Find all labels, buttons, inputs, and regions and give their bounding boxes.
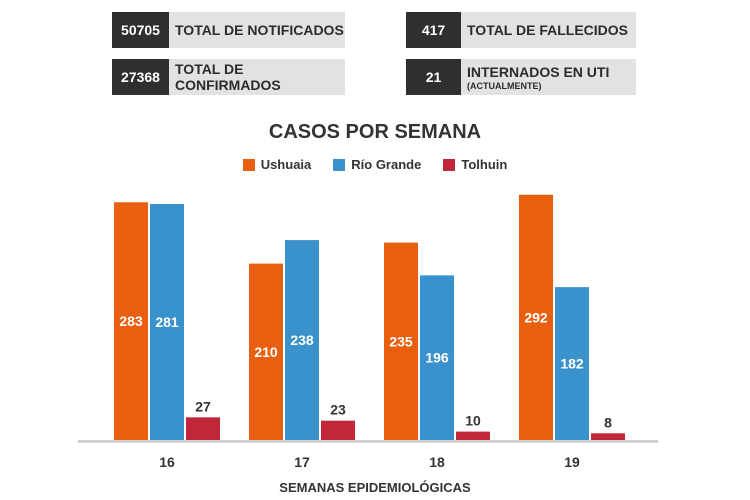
data-label-ushuaia-17: 210 — [254, 344, 278, 360]
bar-tolhuin-19 — [591, 433, 625, 440]
legend-label-rio-grande: Río Grande — [351, 157, 422, 172]
data-label-rio-grande-16: 281 — [155, 314, 179, 330]
bar-ushuaia-17 — [249, 263, 283, 440]
x-tick-label-16: 16 — [159, 454, 175, 470]
x-tick-label-17: 17 — [294, 454, 310, 470]
data-label-rio-grande-18: 196 — [425, 350, 449, 366]
legend-swatch-rio-grande — [333, 158, 346, 171]
x-axis-label: SEMANAS EPIDEMIOLÓGICAS — [279, 480, 471, 495]
data-label-tolhuin-17: 23 — [330, 402, 346, 418]
data-label-rio-grande-17: 238 — [290, 332, 314, 348]
x-axis-line — [78, 440, 658, 443]
bar-rio-grande-17 — [285, 240, 319, 440]
data-label-rio-grande-19: 182 — [560, 356, 584, 372]
legend-item-ushuaia: Ushuaia — [242, 157, 312, 172]
bar-rio-grande-19 — [555, 287, 589, 440]
bar-ushuaia-18 — [384, 242, 418, 440]
stat-uti: 21 INTERNADOS EN UTI (ACTUALMENTE) — [406, 59, 636, 95]
chart-legend: Ushuaia Río Grande Tolhuin — [0, 157, 750, 172]
stat-confirmados-label: TOTAL DE CONFIRMADOS — [175, 61, 281, 93]
stat-fallecidos-value: 417 — [406, 12, 461, 48]
stat-fallecidos-label: TOTAL DE FALLECIDOS — [467, 22, 629, 38]
stat-fallecidos: 417 TOTAL DE FALLECIDOS — [406, 12, 636, 48]
legend-swatch-ushuaia — [242, 158, 255, 171]
legend-swatch-tolhuin — [443, 158, 456, 171]
stat-confirmados: 27368 TOTAL DE CONFIRMADOS — [112, 59, 345, 95]
data-label-ushuaia-18: 235 — [389, 333, 413, 349]
chart-title: CASOS POR SEMANA — [268, 121, 482, 143]
legend-label-tolhuin: Tolhuin — [461, 157, 508, 172]
stat-uti-label-box: INTERNADOS EN UTI (ACTUALMENTE) — [461, 59, 636, 95]
bar-tolhuin-16 — [186, 417, 220, 440]
stat-notificados: 50705 TOTAL DE NOTIFICADOS — [112, 12, 345, 48]
data-label-ushuaia-16: 283 — [119, 313, 143, 329]
bar-rio-grande-16 — [150, 203, 184, 440]
data-label-ushuaia-19: 292 — [524, 309, 548, 325]
data-label-tolhuin-19: 8 — [604, 414, 612, 430]
stat-confirmados-label-box: TOTAL DE CONFIRMADOS — [169, 59, 345, 95]
legend-item-rio-grande: Río Grande — [333, 157, 421, 172]
legend-label-ushuaia: Ushuaia — [260, 157, 312, 172]
stat-uti-label: INTERNADOS EN UTI — [467, 63, 610, 80]
stat-notificados-label: TOTAL DE NOTIFICADOS — [175, 22, 344, 38]
legend-item-tolhuin: Tolhuin — [443, 157, 507, 172]
stat-confirmados-value: 27368 — [112, 59, 169, 95]
bar-tolhuin-18 — [456, 431, 490, 440]
stat-uti-sublabel: (ACTUALMENTE) — [467, 80, 542, 91]
bar-ushuaia-19 — [519, 194, 553, 440]
stat-notificados-value: 50705 — [112, 12, 169, 48]
bar-tolhuin-17 — [321, 420, 355, 440]
data-label-tolhuin-18: 10 — [465, 413, 481, 429]
x-tick-label-19: 19 — [564, 454, 580, 470]
stat-uti-value: 21 — [406, 59, 461, 95]
stat-fallecidos-label-box: TOTAL DE FALLECIDOS — [461, 12, 636, 48]
data-label-tolhuin-16: 27 — [195, 398, 211, 414]
x-tick-label-18: 18 — [429, 454, 445, 470]
stat-notificados-label-box: TOTAL DE NOTIFICADOS — [169, 12, 345, 48]
bar-rio-grande-18 — [420, 275, 454, 440]
bar-ushuaia-16 — [114, 202, 148, 440]
